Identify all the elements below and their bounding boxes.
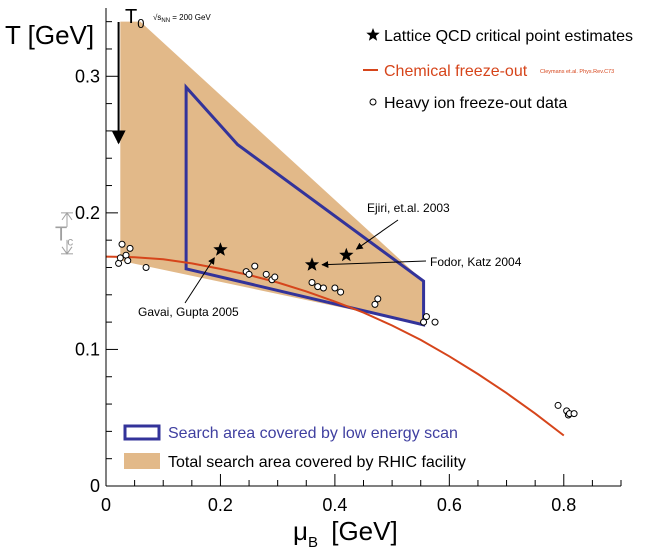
t0-label: T0 xyxy=(125,6,144,31)
freeze-out-data-point xyxy=(116,254,124,262)
gavai-arrow xyxy=(184,257,215,304)
freeze-out-data-point xyxy=(124,257,132,265)
freeze-out-data-point xyxy=(262,270,270,278)
legend-data-marker xyxy=(369,98,377,106)
legend-scan-label: Search area covered by low energy scan xyxy=(168,425,458,442)
fodor-arrow xyxy=(321,260,427,269)
y-tick-label: 0.2 xyxy=(75,203,100,223)
critical-point-star xyxy=(304,257,320,271)
ejiri-arrow xyxy=(355,219,399,250)
tc-subscript: c xyxy=(67,234,73,248)
freeze-out-data-point xyxy=(118,240,126,248)
critical-point-star xyxy=(339,247,354,262)
freeze-out-data-point xyxy=(245,270,253,278)
tc-label: Tc xyxy=(55,223,73,248)
legend-freeze-out-citation: Cleymans et.al. Phys.Rev.C73 xyxy=(540,69,614,75)
legend-rhic-label: Total search area covered by RHIC facili… xyxy=(168,454,466,471)
gavai-annotation: Gavai, Gupta 2005 xyxy=(138,305,239,319)
energy-note-sqrt: √s xyxy=(153,13,161,22)
legend-rhic-marker xyxy=(124,453,160,469)
freeze-out-data-point xyxy=(570,410,578,418)
tc-bracket-lower-head xyxy=(61,246,73,255)
legend-scan-marker xyxy=(123,424,161,441)
x-tick-label: 0.8 xyxy=(551,495,576,515)
freeze-out-data-point xyxy=(142,263,150,271)
freeze-out-data-point xyxy=(319,284,327,292)
chart-series xyxy=(105,240,578,437)
chemical-freeze-out-line xyxy=(105,255,565,437)
chart-labels: T [GeV]μB [GeV]T0 √sNN = 200 GeVTcEjiri, … xyxy=(5,6,633,551)
critical-point-star xyxy=(213,242,228,256)
energy-note: √sNN = 200 GeV xyxy=(153,13,211,24)
freeze-out-data-point xyxy=(308,279,316,287)
freeze-out-data-point xyxy=(337,288,345,296)
freeze-out-data-point xyxy=(554,401,562,409)
legend-data-label: Heavy ion freeze-out data xyxy=(384,95,567,112)
search-regions xyxy=(120,21,426,327)
x-tick-label: 0 xyxy=(101,495,111,515)
legend-critical-point-label: Lattice QCD critical point estimates xyxy=(384,28,633,45)
tc-symbol: T xyxy=(55,223,67,245)
tc-bracket-upper-head xyxy=(61,211,73,221)
energy-note-subscript: NN xyxy=(161,18,170,24)
ejiri-annotation: Ejiri, et.al. 2003 xyxy=(367,201,450,215)
t0-symbol: T xyxy=(125,6,137,28)
freeze-out-data-point xyxy=(126,244,134,252)
x-tick-label: 0.4 xyxy=(322,495,347,515)
x-axis-label: μB [GeV] xyxy=(293,516,398,551)
fodor-annotation: Fodor, Katz 2004 xyxy=(430,255,522,269)
x-axis-label-subscript: B xyxy=(308,534,318,551)
freeze-out-data-point xyxy=(314,283,322,291)
x-tick-label: 0.2 xyxy=(208,495,233,515)
x-axis-label-unit: [GeV] xyxy=(324,516,398,546)
freeze-out-data-point xyxy=(422,313,430,321)
y-tick-label: 0.1 xyxy=(75,339,100,359)
freeze-out-data-point xyxy=(374,295,382,303)
legend-freeze-out-label: Chemical freeze-out xyxy=(384,63,528,80)
freeze-out-data-point xyxy=(331,284,339,292)
x-axis-label-symbol: μ xyxy=(293,516,308,546)
freeze-out-data-point xyxy=(251,262,259,270)
t0-subscript: 0 xyxy=(137,16,144,31)
freeze-out-data-point xyxy=(420,318,428,326)
y-tick-label: 0.3 xyxy=(75,66,100,86)
low-energy-scan-area xyxy=(184,83,426,327)
legend-star-marker xyxy=(366,28,380,41)
freeze-out-data-point xyxy=(371,300,379,308)
y-axis-label: T [GeV] xyxy=(5,20,94,50)
energy-note-value: = 200 GeV xyxy=(170,13,211,22)
freeze-out-data-point xyxy=(431,318,439,326)
x-tick-label: 0.6 xyxy=(437,495,462,515)
origin-label: 0 xyxy=(90,476,100,496)
chart-axes: 0 0.2 0.4 0.6 0.8 0.1 0.2 0.3 0 xyxy=(75,8,622,515)
freeze-out-data-point xyxy=(271,273,279,281)
